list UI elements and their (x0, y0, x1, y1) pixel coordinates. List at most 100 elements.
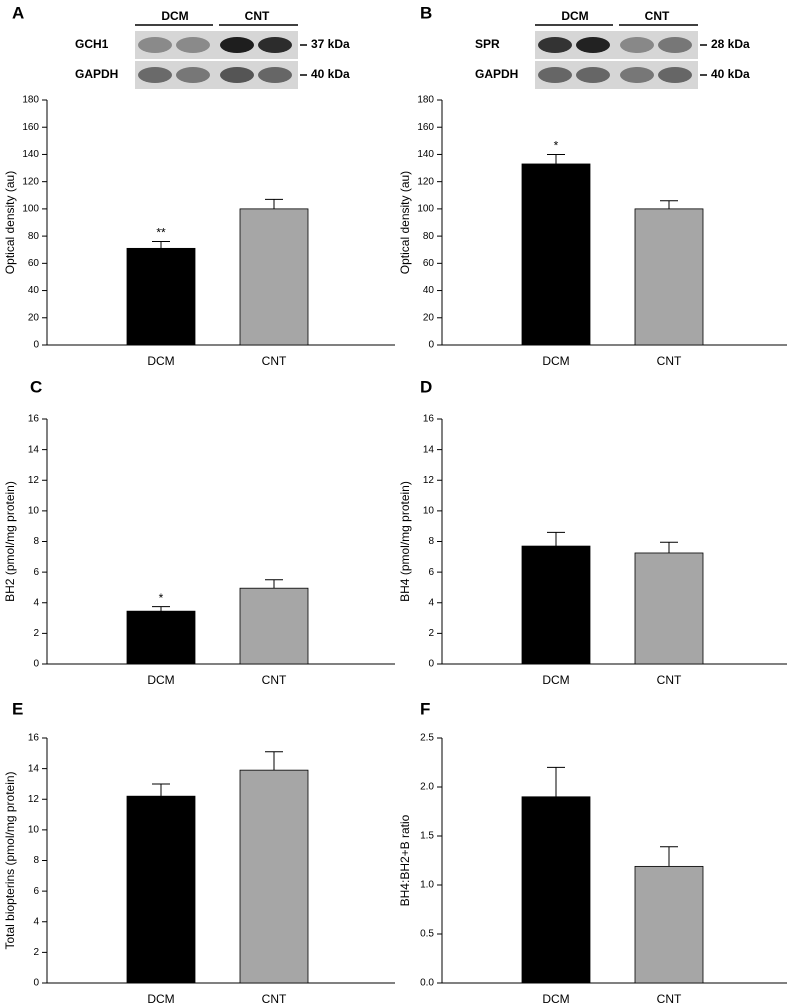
y-tick-label: 180 (417, 95, 434, 106)
y-tick-label: 2 (33, 947, 39, 958)
y-tick-label: 0.0 (420, 978, 434, 989)
blot-size: 40 kDa (311, 67, 350, 81)
y-tick-label: 14 (28, 444, 40, 455)
x-tick-label: CNT (657, 992, 682, 1006)
x-tick-label: DCM (147, 354, 174, 368)
blot-band (658, 37, 692, 53)
y-tick-label: 100 (417, 204, 434, 215)
blot-band (258, 67, 292, 83)
y-tick-label: 10 (423, 506, 435, 517)
bar (239, 208, 309, 346)
y-tick-label: 14 (28, 763, 40, 774)
y-tick-label: 60 (423, 258, 435, 269)
blot-size: 37 kDa (311, 37, 350, 51)
y-axis-label: BH4 (pmol/mg protein) (398, 481, 412, 602)
bar (239, 587, 309, 665)
y-tick-label: 2 (428, 628, 434, 639)
y-tick-label: 4 (33, 597, 39, 608)
y-tick-label: 6 (33, 886, 39, 897)
blot-band (576, 67, 610, 83)
blot-band (620, 67, 654, 83)
y-tick-label: 0 (428, 340, 434, 351)
y-tick-label: 14 (423, 444, 435, 455)
y-tick-label: 1.5 (420, 831, 434, 842)
significance: * (554, 139, 559, 153)
y-tick-label: 100 (22, 204, 39, 215)
blot-band (138, 37, 172, 53)
blot-size: 28 kDa (711, 37, 750, 51)
panel-letter: B (420, 3, 432, 22)
y-tick-label: 0 (33, 659, 39, 670)
y-tick-label: 10 (28, 825, 40, 836)
y-tick-label: 16 (28, 733, 40, 744)
y-tick-label: 160 (417, 122, 434, 133)
y-tick-label: 120 (417, 176, 434, 187)
y-tick-label: 0 (33, 340, 39, 351)
x-tick-label: CNT (262, 354, 287, 368)
bar (126, 247, 196, 346)
y-tick-label: 20 (423, 312, 435, 323)
blot-protein: GAPDH (475, 67, 518, 81)
x-tick-label: CNT (657, 354, 682, 368)
bar (126, 795, 196, 984)
blot-protein: GCH1 (75, 37, 109, 51)
x-tick-label: DCM (147, 673, 174, 687)
y-axis-label: Optical density (au) (398, 171, 412, 274)
y-tick-label: 2 (33, 628, 39, 639)
blot-band (538, 37, 572, 53)
y-tick-label: 1.0 (420, 880, 434, 891)
y-tick-label: 80 (423, 231, 435, 242)
y-tick-label: 180 (22, 95, 39, 106)
x-tick-label: DCM (542, 354, 569, 368)
panel-letter: D (420, 377, 432, 396)
x-tick-label: DCM (147, 992, 174, 1006)
y-tick-label: 12 (423, 475, 435, 486)
panel-letter: F (420, 699, 430, 718)
y-tick-label: 140 (417, 149, 434, 160)
y-tick-label: 80 (28, 231, 40, 242)
y-tick-label: 0 (428, 659, 434, 670)
blot-band (620, 37, 654, 53)
blot-band (138, 67, 172, 83)
bar (239, 769, 309, 984)
y-axis-label: BH2 (pmol/mg protein) (3, 481, 17, 602)
bar (634, 865, 704, 984)
y-tick-label: 4 (33, 916, 39, 927)
y-tick-label: 6 (428, 567, 434, 578)
y-tick-label: 20 (28, 312, 40, 323)
y-axis-label: BH4:BH2+B ratio (398, 814, 412, 906)
blot-size: 40 kDa (711, 67, 750, 81)
y-tick-label: 0 (33, 978, 39, 989)
bar (126, 610, 196, 665)
y-tick-label: 12 (28, 475, 40, 486)
blot-band (220, 67, 254, 83)
y-tick-label: 0.5 (420, 929, 434, 940)
blot-band (538, 67, 572, 83)
blot-protein: SPR (475, 37, 500, 51)
blot-protein: GAPDH (75, 67, 118, 81)
x-tick-label: DCM (542, 992, 569, 1006)
y-tick-label: 10 (28, 506, 40, 517)
panel-letter: E (12, 699, 23, 718)
blot-band (658, 67, 692, 83)
y-tick-label: 40 (423, 285, 435, 296)
blot-band (176, 67, 210, 83)
bar (634, 552, 704, 665)
y-tick-label: 2.5 (420, 733, 434, 744)
bar (521, 545, 591, 665)
x-tick-label: DCM (542, 673, 569, 687)
x-tick-label: CNT (657, 673, 682, 687)
blot-group: DCM (561, 9, 588, 23)
blot-group: CNT (645, 9, 670, 23)
blot-band (220, 37, 254, 53)
bar (521, 163, 591, 346)
y-tick-label: 8 (33, 536, 39, 547)
y-tick-label: 120 (22, 176, 39, 187)
y-tick-label: 4 (428, 597, 434, 608)
bar (521, 796, 591, 984)
y-tick-label: 6 (33, 567, 39, 578)
y-tick-label: 40 (28, 285, 40, 296)
y-tick-label: 16 (423, 414, 435, 425)
